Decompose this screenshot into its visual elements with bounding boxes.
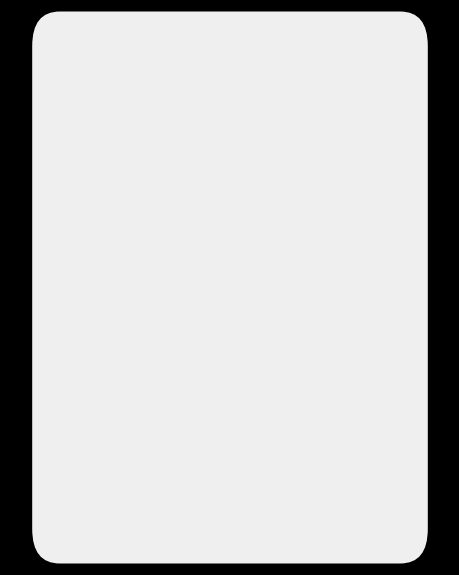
Text: 5V⏜4.5A, 9V⏜3A, 12V⏜3A, 15V⏜3A, 20V⏜3A: 5V⏜4.5A, 9V⏜3A, 12V⏜3A, 15V⏜3A, 20V⏜3A [64, 185, 351, 198]
Text: Type-C1/Type-C2 Output: Type-C1/Type-C2 Output [64, 100, 271, 115]
Text: 60W+20W+18W: 60W+20W+18W [64, 393, 175, 407]
Text: 5V⏜3A: 5V⏜3A [64, 292, 107, 305]
Text: 60W+20W+15W: 60W+20W+15W [64, 444, 175, 457]
Text: USB1+USB2 Output: USB1+USB2 Output [64, 263, 233, 278]
Text: 5V⏜3A, 9V⏜3A, 12V⏜3A, 15V⏜3A, 20V⏜5A: 5V⏜3A, 9V⏜3A, 12V⏜3A, 15V⏜3A, 20V⏜5A [64, 129, 338, 141]
Text: USB1/USB2 Output: USB1/USB2 Output [64, 156, 226, 171]
Text: Type-C1+Type-C2+USB1/USB2 output: Type-C1+Type-C2+USB1/USB2 output [64, 365, 385, 380]
Text: Specifications: Specifications [64, 42, 251, 66]
Text: 65W+30W/30W+65W: 65W+30W/30W+65W [64, 241, 210, 254]
Text: Type-C1+Type-C2+USB1+USB2 Output:: Type-C1+Type-C2+USB1+USB2 Output: [64, 416, 401, 431]
Text: Type-C1+Type-C2 Output: Type-C1+Type-C2 Output [64, 212, 278, 228]
Text: Type-C1/Type-C2+USB1/USB2 output: Type-C1/Type-C2+USB1/USB2 output [64, 314, 377, 329]
Text: 65W+30W: 65W+30W [64, 343, 134, 356]
